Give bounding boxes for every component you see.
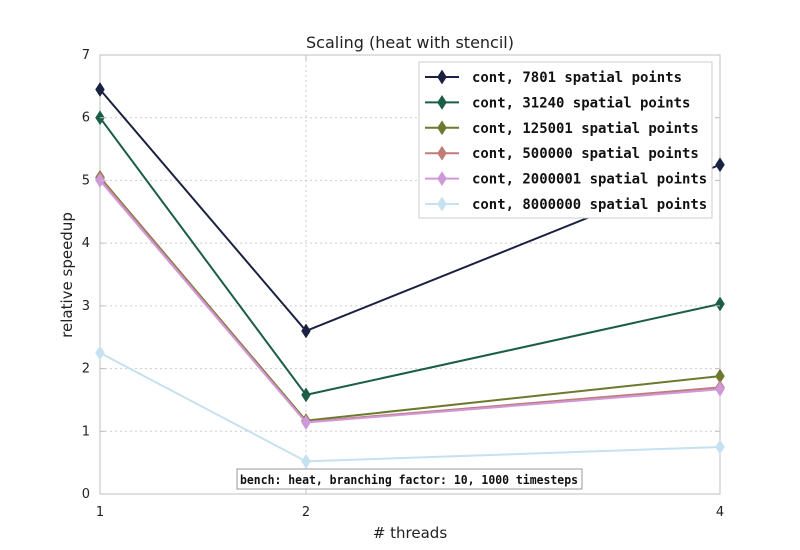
legend-marker bbox=[437, 145, 447, 161]
y-tick-label: 5 bbox=[82, 173, 90, 188]
y-tick-label: 6 bbox=[82, 111, 90, 126]
y-tick-label: 2 bbox=[82, 362, 90, 377]
y-tick-label: 7 bbox=[82, 48, 90, 63]
legend-label: cont, 125001 spatial points bbox=[472, 121, 699, 137]
plot-area-frame bbox=[99, 54, 721, 495]
legend-box bbox=[418, 61, 713, 219]
legend-label: cont, 500000 spatial points bbox=[472, 146, 699, 162]
legend-label: cont, 8000000 spatial points bbox=[472, 197, 707, 213]
data-point bbox=[301, 453, 311, 469]
legend-label: cont, 2000001 spatial points bbox=[472, 172, 707, 188]
y-axis-label: relative speedup bbox=[58, 212, 76, 338]
y-tick-label: 3 bbox=[82, 299, 90, 314]
legend-item: cont, 31240 spatial points bbox=[425, 94, 690, 111]
data-point bbox=[715, 381, 725, 397]
legend-item: cont, 2000001 spatial points bbox=[425, 171, 707, 188]
data-point bbox=[715, 439, 725, 455]
series-1 bbox=[95, 82, 725, 339]
legend-marker bbox=[437, 120, 447, 136]
annotation-text: bench: heat, branching factor: 10, 1000 … bbox=[240, 473, 578, 487]
legend-item: cont, 8000000 spatial points bbox=[425, 196, 707, 213]
data-point bbox=[715, 296, 725, 312]
series-lines bbox=[95, 82, 725, 469]
legend-marker bbox=[437, 171, 447, 187]
annotation: bench: heat, branching factor: 10, 1000 … bbox=[236, 468, 583, 490]
legend-item: cont, 7801 spatial points bbox=[425, 69, 682, 86]
legend-marker bbox=[437, 94, 447, 110]
data-point bbox=[301, 323, 311, 339]
data-point bbox=[95, 345, 105, 361]
x-axis-label: # threads bbox=[373, 524, 448, 542]
legend-item: cont, 125001 spatial points bbox=[425, 120, 699, 137]
y-tick-label: 0 bbox=[82, 487, 90, 502]
annotation-box bbox=[236, 468, 583, 490]
legend-label: cont, 7801 spatial points bbox=[472, 70, 682, 86]
legend-marker bbox=[437, 69, 447, 85]
y-tick-label: 1 bbox=[82, 424, 90, 439]
legend-item: cont, 500000 spatial points bbox=[425, 145, 699, 162]
series-line bbox=[99, 352, 721, 463]
data-point bbox=[95, 82, 105, 97]
data-point bbox=[715, 157, 725, 173]
chart-title: Scaling (heat with stencil) bbox=[306, 33, 514, 52]
series-5 bbox=[95, 172, 725, 430]
series-6 bbox=[95, 345, 725, 469]
y-tick-label: 4 bbox=[82, 236, 90, 251]
legend-marker bbox=[437, 196, 447, 212]
data-point bbox=[301, 415, 311, 430]
data-point bbox=[301, 387, 311, 403]
x-tick-label: 1 bbox=[96, 505, 104, 520]
x-tick-label: 4 bbox=[716, 505, 724, 520]
legend-label: cont, 31240 spatial points bbox=[472, 95, 690, 111]
x-tick-label: 2 bbox=[302, 505, 310, 520]
legend: cont, 7801 spatial points cont, 31240 spa… bbox=[418, 61, 713, 219]
series-2 bbox=[95, 110, 725, 403]
